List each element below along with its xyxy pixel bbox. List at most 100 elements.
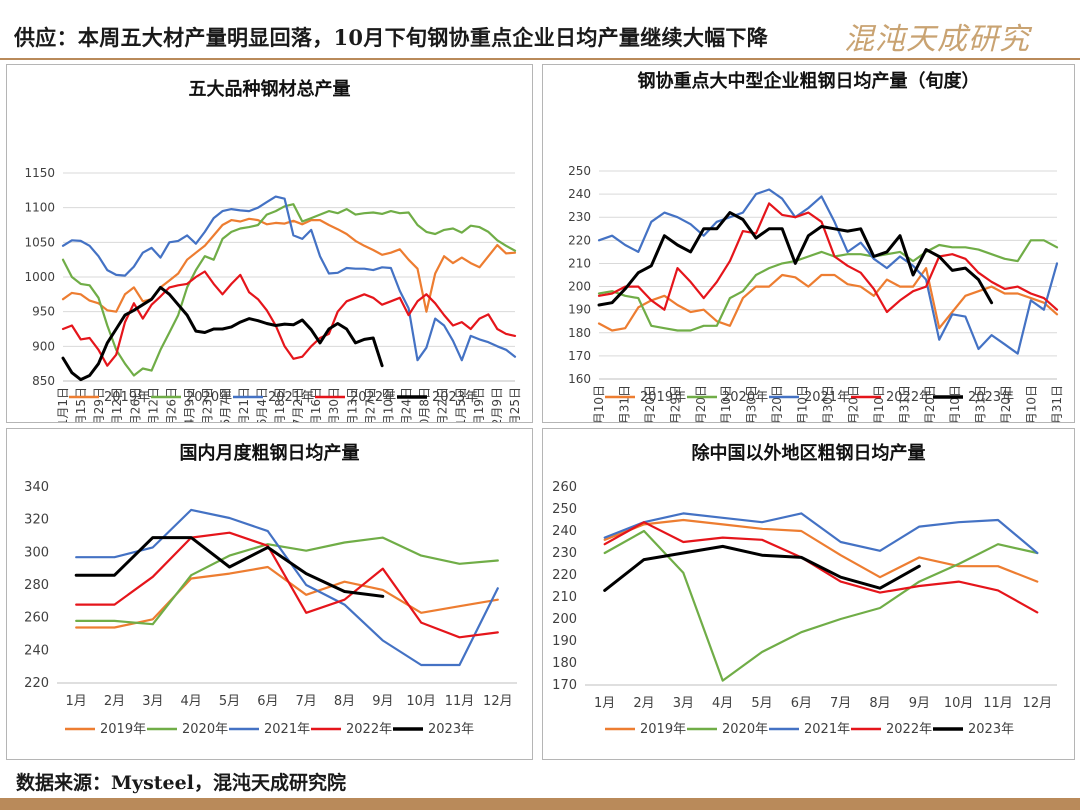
series-line-2019 bbox=[597, 267, 1059, 332]
x-tick-label: 1月15日 bbox=[74, 387, 88, 422]
x-tick-label: 5月 bbox=[219, 694, 240, 709]
x-tick-label: 1月10日 bbox=[592, 385, 606, 422]
series-line-2020 bbox=[75, 536, 499, 626]
x-tick-label: 5月21日 bbox=[237, 387, 251, 422]
y-tick-label: 170 bbox=[568, 349, 591, 363]
y-tick-label: 280 bbox=[24, 578, 49, 593]
chart-panel-ex-china-output: 除中国以外地区粗钢日均产量 170 180 190 200 210 220 230 240 250… bbox=[542, 428, 1075, 760]
page-title: 供应：本周五大材产量明显回落，10月下旬钢协重点企业日均产量继续大幅下降 bbox=[14, 25, 769, 50]
y-tick-label: 210 bbox=[568, 256, 591, 270]
y-tick-label: 200 bbox=[568, 280, 591, 294]
x-tick-label: 2月29日 bbox=[668, 385, 682, 422]
y-tick-label: 1150 bbox=[24, 166, 55, 180]
legend-label: 2020年 bbox=[722, 722, 768, 737]
y-tick-label: 260 bbox=[24, 611, 49, 626]
series-line-2019 bbox=[75, 565, 499, 629]
y-tick-label: 200 bbox=[552, 612, 577, 627]
series-line-2021 bbox=[603, 512, 1039, 555]
y-tick-label: 320 bbox=[24, 513, 49, 528]
series-line-2022 bbox=[603, 521, 1039, 614]
y-tick-label: 850 bbox=[32, 374, 55, 388]
series-line-2023 bbox=[597, 211, 994, 307]
y-tick-label: 230 bbox=[568, 210, 591, 224]
x-tick-label: 10月31日 bbox=[974, 385, 988, 422]
chart-cisa-daily-output: 钢协重点大中型企业粗钢日均产量（旬度） 160 170 180 190 200 210 220… bbox=[568, 70, 1064, 422]
x-tick-label: 9月20日 bbox=[923, 385, 937, 422]
series-line-2022 bbox=[75, 531, 499, 639]
x-tick-label: 6月30日 bbox=[821, 385, 835, 422]
legend-label: 2022年 bbox=[350, 390, 396, 405]
x-tick-label: 11月 bbox=[445, 694, 475, 709]
x-tick-label: 4月30日 bbox=[745, 385, 759, 422]
x-tick-label: 7月20日 bbox=[846, 385, 860, 422]
x-tick-label: 12月 bbox=[1023, 696, 1053, 711]
chart-five-steel-output: 五大品种钢材总产量 850 900 950 1000 1050 1100 1150 1月1日 1月… bbox=[24, 78, 522, 422]
legend-label: 2021年 bbox=[804, 722, 850, 737]
y-tick-label: 340 bbox=[24, 480, 49, 495]
legend-label: 2023年 bbox=[968, 390, 1014, 405]
legend-label: 2019年 bbox=[100, 722, 146, 737]
chart-domestic-monthly-output: 国内月度粗钢日均产量 220 240 260 280 300 320 340 1月 2月 3月 4月 5… bbox=[24, 442, 517, 737]
y-tick-label: 250 bbox=[568, 164, 591, 178]
x-tick-label: 12月31日 bbox=[1050, 385, 1064, 422]
chart-panel-five-steel-output: 五大品种钢材总产量 850 900 950 1000 1050 1100 1150 1月1日 1月… bbox=[6, 64, 533, 423]
x-tick-label: 4月9日 bbox=[183, 387, 197, 422]
y-tick-label: 260 bbox=[552, 480, 577, 495]
chart-ex-china-output: 除中国以外地区粗钢日均产量 170 180 190 200 210 220 230 240 250… bbox=[552, 442, 1057, 737]
y-tick-label: 1050 bbox=[24, 235, 55, 249]
series-line-2020 bbox=[597, 239, 1059, 332]
x-tick-label: 11月 bbox=[983, 696, 1013, 711]
x-tick-label: 3月26日 bbox=[164, 387, 178, 422]
y-tick-label: 220 bbox=[24, 676, 49, 691]
series-line-2021 bbox=[597, 188, 1059, 355]
x-tick-label: 7月2日 bbox=[291, 387, 305, 422]
footer-bar bbox=[0, 798, 1080, 810]
x-tick-label: 7月 bbox=[830, 696, 851, 711]
y-tick-label: 170 bbox=[552, 678, 577, 693]
x-tick-label: 5月7日 bbox=[219, 387, 233, 422]
legend-label: 2023年 bbox=[968, 722, 1014, 737]
x-tick-label: 7月 bbox=[296, 694, 317, 709]
x-tick-label: 9月24日 bbox=[400, 387, 414, 422]
x-tick-label: 2月12日 bbox=[110, 387, 124, 422]
x-tick-label: 9月 bbox=[372, 694, 393, 709]
series-line-2021 bbox=[61, 195, 517, 362]
x-tick-label: 12月25日 bbox=[508, 387, 522, 422]
x-tick-label: 3月 bbox=[142, 694, 163, 709]
chart-panel-cisa-daily-output: 钢协重点大中型企业粗钢日均产量（旬度） 160 170 180 190 200 210 220… bbox=[542, 64, 1075, 423]
x-tick-label: 1月 bbox=[594, 696, 615, 711]
x-tick-label: 12月9日 bbox=[490, 387, 504, 422]
y-tick-label: 190 bbox=[568, 303, 591, 317]
y-tick-label: 210 bbox=[552, 590, 577, 605]
x-tick-label: 10月 bbox=[944, 696, 974, 711]
y-tick-label: 220 bbox=[552, 568, 577, 583]
x-tick-label: 4月 bbox=[181, 694, 202, 709]
x-tick-label: 10月10日 bbox=[948, 385, 962, 422]
x-tick-label: 6月10日 bbox=[796, 385, 810, 422]
y-tick-label: 240 bbox=[552, 524, 577, 539]
y-tick-label: 230 bbox=[552, 546, 577, 561]
x-tick-label: 3月 bbox=[673, 696, 694, 711]
x-tick-label: 10月8日 bbox=[418, 387, 432, 422]
chart-title: 国内月度粗钢日均产量 bbox=[180, 442, 360, 464]
legend-label: 2022年 bbox=[886, 722, 932, 737]
x-tick-label: 10月 bbox=[406, 694, 436, 709]
y-tick-label: 240 bbox=[24, 643, 49, 658]
legend-label: 2023年 bbox=[428, 722, 474, 737]
x-tick-label: 12月10日 bbox=[1025, 385, 1039, 422]
chart-panel-domestic-monthly-output: 国内月度粗钢日均产量 220 240 260 280 300 320 340 1月 2月 3月 4月 5… bbox=[6, 428, 533, 760]
x-tick-label: 12月 bbox=[483, 694, 513, 709]
x-tick-label: 4月10日 bbox=[719, 385, 733, 422]
legend-label: 2022年 bbox=[886, 390, 932, 405]
legend-label: 2022年 bbox=[346, 722, 392, 737]
series-line-2020 bbox=[603, 529, 1039, 682]
y-tick-label: 250 bbox=[552, 502, 577, 517]
y-tick-label: 160 bbox=[568, 372, 591, 386]
x-tick-label: 8月10日 bbox=[872, 385, 886, 422]
legend-label: 2021年 bbox=[264, 722, 310, 737]
chart-title: 除中国以外地区粗钢日均产量 bbox=[692, 442, 926, 464]
legend-label: 2020年 bbox=[722, 390, 768, 405]
x-tick-label: 6月 bbox=[257, 694, 278, 709]
x-tick-label: 8月 bbox=[869, 696, 890, 711]
brand-logo: 混沌天成研究院 bbox=[844, 14, 1054, 101]
